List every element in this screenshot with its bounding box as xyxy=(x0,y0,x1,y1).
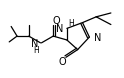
Text: O: O xyxy=(58,57,66,67)
Text: O: O xyxy=(52,16,60,26)
Text: H: H xyxy=(33,46,39,55)
Text: N: N xyxy=(94,33,102,43)
Text: H: H xyxy=(68,19,74,28)
Text: N: N xyxy=(56,24,63,34)
Text: N: N xyxy=(31,39,39,49)
